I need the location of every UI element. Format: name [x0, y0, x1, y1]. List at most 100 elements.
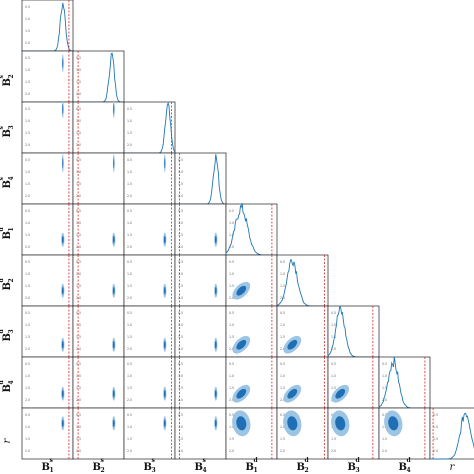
contour-inner — [112, 419, 115, 428]
panel-4-2: 0.5 1.0 1.5 2.0 — [123, 203, 176, 256]
panel-frame — [276, 254, 329, 307]
tick-label: 1.0 — [178, 323, 183, 327]
panel-frame — [123, 356, 176, 409]
tick-label: 1.5 — [229, 386, 234, 390]
tick-label: 1.5 — [127, 335, 132, 339]
contour-inner — [236, 339, 247, 350]
tick-label: 2.0 — [178, 347, 183, 351]
panel-frame — [72, 50, 125, 103]
tick-label: 2.0 — [25, 41, 30, 45]
contour-inner — [236, 416, 247, 431]
y-label-7: Bd4 — [0, 380, 15, 393]
tick-label: 1.0 — [25, 119, 30, 123]
tick-label: 1.5 — [331, 335, 336, 339]
tick-label: 0.5 — [178, 413, 183, 417]
contour-inner — [287, 416, 298, 431]
panel-frame — [123, 152, 176, 205]
panel-5-1: 0.5 1.0 1.5 2.0 — [72, 254, 125, 307]
y-label-base: B — [2, 129, 13, 137]
y-label-5: Bd2 — [0, 278, 15, 291]
panel-6-5: 0.5 1.0 1.5 2.0 — [276, 305, 329, 358]
panel-4-0: 0.5 1.0 1.5 2.0 — [21, 203, 74, 256]
tick-label: 1.0 — [229, 323, 234, 327]
tick-label: 1.0 — [280, 374, 285, 378]
x-label-4: B — [246, 462, 254, 473]
x-label-1: B — [93, 462, 101, 473]
tick-label: 2.0 — [229, 449, 234, 453]
contour-inner — [163, 235, 166, 244]
tick-label: 1.0 — [127, 170, 132, 174]
tick-label: 0.5 — [382, 362, 387, 366]
tick-label: 0.5 — [127, 413, 132, 417]
y-label-base: r — [2, 438, 13, 444]
tick-label: 1.5 — [25, 182, 30, 186]
tick-label: 1.5 — [76, 233, 81, 237]
tick-label: 2.0 — [280, 398, 285, 402]
tick-label: 1.5 — [229, 233, 234, 237]
panel-7-5: 0.5 1.0 1.5 2.0 — [276, 356, 329, 409]
tick-label: 1.0 — [25, 221, 30, 225]
y-label-8: r — [2, 438, 13, 444]
tick-label: 0.5 — [229, 260, 234, 264]
y-label-6: Bd3 — [0, 329, 15, 342]
tick-label: 2.0 — [76, 449, 81, 453]
x-label-sub-1: 2 — [101, 467, 105, 474]
tick-label: 2.0 — [127, 449, 132, 453]
tick-label: 0.5 — [433, 413, 438, 417]
panel-frame — [72, 407, 125, 460]
panel-5-3: 0.5 1.0 1.5 2.0 — [174, 254, 227, 307]
panel-7-4: 0.5 1.0 1.5 2.0 — [225, 356, 278, 409]
contour-inner — [163, 286, 166, 295]
tick-label: 1.0 — [178, 221, 183, 225]
tick-label: 2.0 — [280, 449, 285, 453]
tick-label: 1.5 — [178, 233, 183, 237]
x-label-sup-1: s — [101, 457, 105, 464]
contour-inner — [62, 158, 64, 169]
tick-label: 0.5 — [25, 107, 30, 111]
tick-label: 1.5 — [178, 335, 183, 339]
panel-3-0: 0.5 1.0 1.5 2.0 — [21, 152, 74, 205]
tick-label: 0.5 — [280, 413, 285, 417]
tick-label: 1.5 — [127, 233, 132, 237]
tick-label: 0.5 — [127, 158, 132, 162]
x-label-5: B — [297, 462, 305, 473]
contour-inner — [112, 340, 115, 349]
tick-label: 2.0 — [178, 449, 183, 453]
contour-inner — [335, 416, 346, 431]
panel-4-4: 0.5 1.0 1.5 2.0 — [225, 203, 278, 256]
panel-4-1: 0.5 1.0 1.5 2.0 — [72, 203, 125, 256]
panel-7-7: 0.5 1.0 1.5 2.0 — [378, 356, 431, 409]
panel-3-2: 0.5 1.0 1.5 2.0 — [123, 152, 176, 205]
panel-6-2: 0.5 1.0 1.5 2.0 — [123, 305, 176, 358]
tick-label: 2.0 — [229, 347, 234, 351]
y-label-sup: d — [0, 329, 5, 334]
tick-label: 2.0 — [127, 194, 132, 198]
x-label-sup-6: d — [356, 457, 361, 464]
y-label-4: Bd1 — [0, 227, 15, 240]
tick-label: 2.0 — [178, 194, 183, 198]
tick-label: 1.5 — [127, 437, 132, 441]
tick-label: 2.0 — [127, 143, 132, 147]
tick-label: 1.5 — [76, 284, 81, 288]
panel-2-0: 0.5 1.0 1.5 2.0 — [21, 100, 74, 154]
tick-label: 0.5 — [76, 107, 81, 111]
panel-frame — [174, 407, 227, 460]
tick-label: 1.5 — [331, 386, 336, 390]
tick-label: 2.0 — [229, 398, 234, 402]
x-label-3: B — [195, 462, 203, 473]
tick-label: 1.5 — [25, 29, 30, 33]
tick-label: 1.0 — [178, 170, 183, 174]
panel-frame — [21, 203, 74, 256]
x-label-sup-0: s — [50, 457, 54, 464]
panel-2-2: 0.5 1.0 1.5 2.0 — [123, 101, 176, 154]
contour-inner — [236, 285, 247, 296]
contour-inner — [214, 389, 217, 398]
x-label-sub-5: 2 — [305, 467, 309, 474]
tick-label: 0.5 — [25, 5, 30, 9]
tick-label: 0.5 — [178, 158, 183, 162]
panel-8-7: 0.5 1.0 1.5 2.0 — [378, 407, 431, 460]
tick-label: 0.5 — [25, 362, 30, 366]
tick-label: 1.0 — [178, 425, 183, 429]
tick-label: 1.5 — [280, 437, 285, 441]
